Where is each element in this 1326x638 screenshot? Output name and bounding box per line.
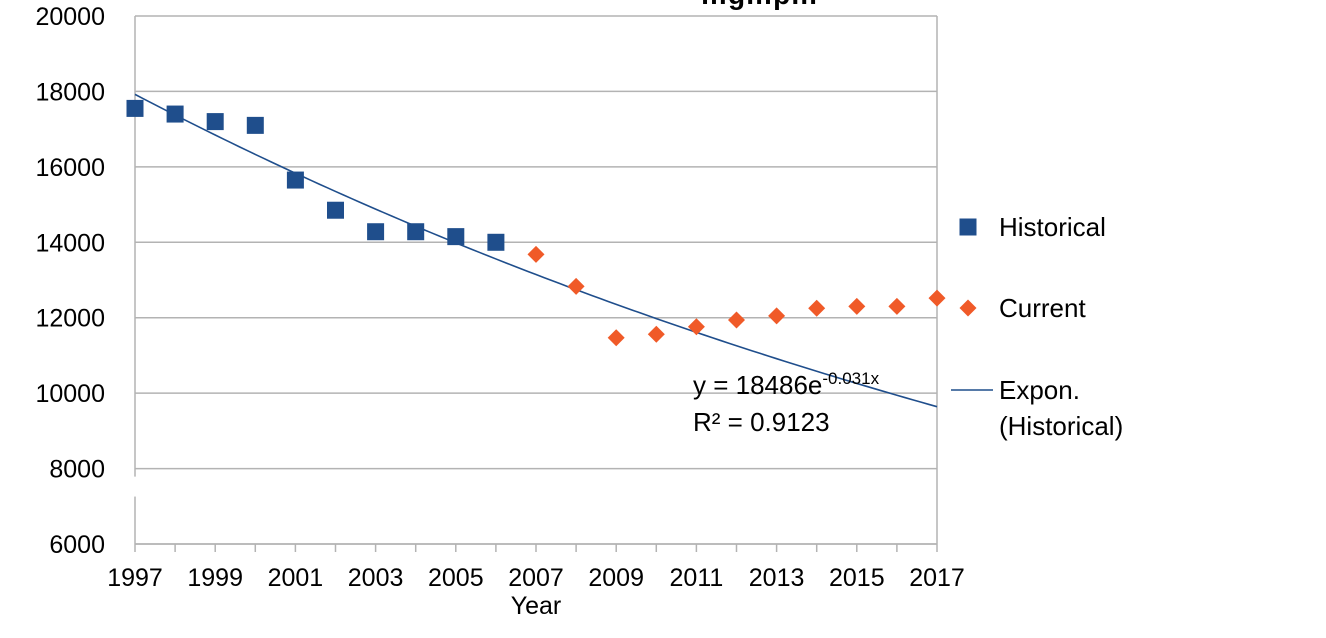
y-tick-label: 10000 bbox=[35, 380, 105, 408]
data-point-current bbox=[848, 297, 866, 315]
axes bbox=[134, 16, 938, 552]
data-point-current bbox=[768, 307, 786, 325]
data-point-current bbox=[567, 277, 585, 295]
y-tick-label: 18000 bbox=[35, 78, 105, 106]
data-point-current bbox=[527, 245, 545, 263]
data-point-historical bbox=[166, 105, 184, 123]
x-tick-label: 2009 bbox=[588, 564, 644, 592]
y-axis-tick-labels: 6000 8000 10000 12000 14000 16000 18000 20000 bbox=[35, 3, 105, 559]
data-point-current bbox=[928, 289, 946, 307]
data-point-current bbox=[808, 299, 826, 317]
legend-item-0: Historical bbox=[959, 212, 1106, 242]
y-tick-label: 12000 bbox=[35, 305, 105, 333]
trendline-layer bbox=[134, 93, 938, 408]
x-tick-label: 1999 bbox=[187, 564, 243, 592]
data-point-historical bbox=[447, 228, 465, 246]
data-point-historical bbox=[327, 201, 344, 219]
x-tick-label: 2011 bbox=[670, 564, 724, 592]
data-point-historical bbox=[206, 113, 224, 131]
x-tick-label: 2005 bbox=[428, 564, 484, 592]
trendline-expon-historical bbox=[134, 93, 938, 408]
legend-item-2: Expon. (Historical) bbox=[951, 375, 1123, 441]
y-tick-label: 6000 bbox=[49, 531, 105, 559]
legend-label: Historical bbox=[999, 212, 1106, 242]
data-point-historical bbox=[407, 223, 425, 241]
x-tick-label: 2001 bbox=[268, 564, 324, 592]
x-tick-label: 2007 bbox=[508, 564, 564, 592]
data-point-historical bbox=[367, 223, 385, 241]
data-point-current bbox=[888, 297, 906, 315]
data-point-current bbox=[607, 329, 625, 347]
trendline-equation-exponent: -0.031x bbox=[822, 369, 879, 388]
x-tick-label: 2003 bbox=[348, 564, 404, 592]
data-point-historical bbox=[286, 171, 304, 189]
series-current bbox=[527, 245, 946, 347]
legend-square-marker bbox=[959, 218, 977, 236]
data-point-historical bbox=[487, 233, 505, 251]
x-tick-label: 2017 bbox=[909, 564, 965, 592]
trendline-equation: y = 18486e-0.031x R² = 0.9123 bbox=[693, 369, 880, 437]
series-layer bbox=[126, 99, 946, 347]
data-point-current bbox=[687, 318, 705, 336]
y-tick-label: 14000 bbox=[35, 229, 105, 257]
y-tick-label: 8000 bbox=[49, 456, 105, 484]
data-point-current bbox=[647, 325, 665, 343]
x-axis-title: Year bbox=[511, 592, 562, 620]
trendline-equation-main: y = 18486e bbox=[693, 370, 822, 400]
chart-title: …g…p… bbox=[700, 0, 818, 10]
series-historical bbox=[126, 99, 505, 251]
legend-item-1: Current bbox=[959, 293, 1086, 323]
data-point-current bbox=[728, 311, 745, 329]
chart-title-layer: …g…p… bbox=[700, 0, 818, 10]
y-tick-label: 20000 bbox=[35, 3, 105, 31]
x-axis-tick-labels: 1997 1999 2001 2003 2005 2007 2009 2011 2013 2015… bbox=[107, 564, 965, 592]
trendline-r-squared: R² = 0.9123 bbox=[693, 407, 830, 437]
y-tick-label: 16000 bbox=[35, 154, 105, 182]
legend: Historical Current Expon. (Historical) bbox=[951, 212, 1123, 441]
x-tick-label: 2015 bbox=[829, 564, 885, 592]
legend-label: Expon. bbox=[999, 375, 1080, 405]
trendline-equation-text: y = 18486e-0.031x bbox=[693, 369, 880, 400]
x-tick-label: 1997 bbox=[107, 564, 163, 592]
legend-label: Current bbox=[999, 293, 1086, 323]
data-point-historical bbox=[126, 99, 144, 117]
x-tick-label: 2013 bbox=[749, 564, 805, 592]
data-point-historical bbox=[246, 116, 264, 134]
grid-lines bbox=[135, 15, 938, 545]
legend-diamond-marker bbox=[959, 299, 977, 317]
legend-label: (Historical) bbox=[999, 411, 1123, 441]
